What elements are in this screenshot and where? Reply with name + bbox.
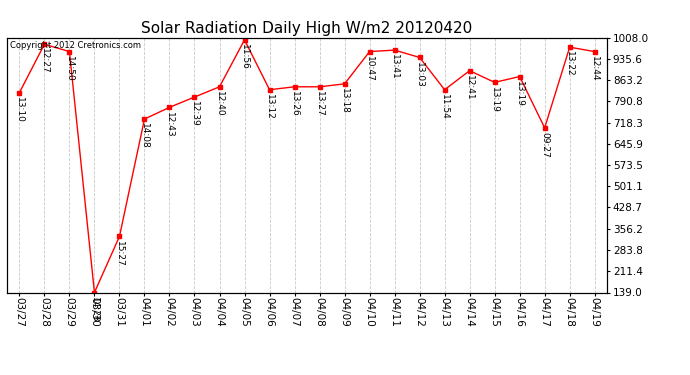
Text: 14:28: 14:28 — [90, 297, 99, 322]
Text: 14:08: 14:08 — [140, 123, 149, 149]
Text: 13:27: 13:27 — [315, 91, 324, 117]
Text: 13:03: 13:03 — [415, 62, 424, 87]
Title: Solar Radiation Daily High W/m2 20120420: Solar Radiation Daily High W/m2 20120420 — [141, 21, 473, 36]
Text: 12:39: 12:39 — [190, 101, 199, 127]
Text: 12:41: 12:41 — [465, 75, 474, 100]
Text: 13:19: 13:19 — [515, 81, 524, 106]
Text: 11:56: 11:56 — [240, 44, 249, 70]
Text: 13:10: 13:10 — [15, 97, 24, 123]
Text: 09:27: 09:27 — [540, 132, 549, 158]
Text: 13:19: 13:19 — [490, 87, 499, 112]
Text: Copyright 2012 Cretronics.com: Copyright 2012 Cretronics.com — [10, 41, 141, 50]
Text: 13:12: 13:12 — [265, 94, 274, 120]
Text: 13:22: 13:22 — [565, 51, 574, 77]
Text: 13:26: 13:26 — [290, 91, 299, 117]
Text: 12:40: 12:40 — [215, 91, 224, 117]
Text: 12:27: 12:27 — [40, 48, 49, 74]
Text: 10:47: 10:47 — [365, 56, 374, 81]
Text: 12:44: 12:44 — [590, 56, 599, 81]
Text: 13:18: 13:18 — [340, 88, 349, 114]
Text: 15:27: 15:27 — [115, 241, 124, 266]
Text: 14:50: 14:50 — [65, 56, 74, 81]
Text: 11:54: 11:54 — [440, 94, 449, 120]
Text: 13:41: 13:41 — [390, 54, 399, 80]
Text: 12:43: 12:43 — [165, 111, 174, 137]
